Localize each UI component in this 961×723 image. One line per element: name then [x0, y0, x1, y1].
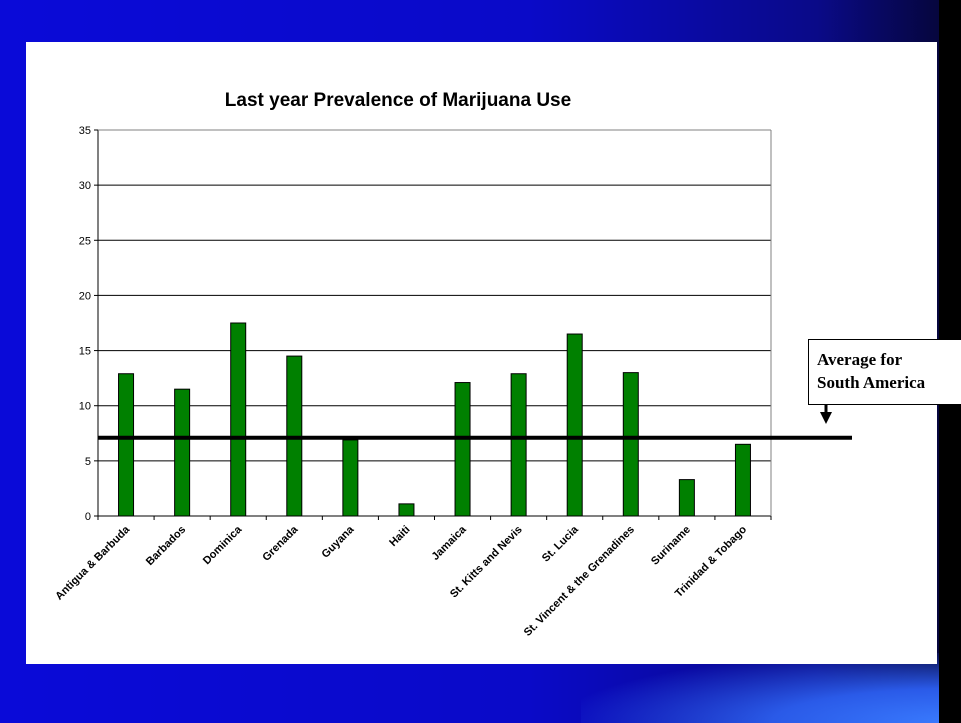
y-tick-label: 35 [79, 125, 91, 137]
bar [174, 388, 191, 517]
y-tick-label: 20 [79, 290, 91, 302]
bar [454, 382, 471, 517]
bar [342, 439, 359, 517]
average-annotation-line1: Average for [817, 350, 903, 369]
x-category-label: Guyana [319, 523, 357, 561]
reference-layer [98, 378, 852, 440]
axes [94, 129, 772, 520]
bar [118, 373, 135, 517]
x-category-label: St. Lucia [540, 523, 582, 565]
x-category-label: Dominica [201, 523, 245, 567]
x-category-label: Suriname [649, 524, 693, 568]
y-tick-label: 30 [79, 180, 91, 192]
bar [622, 372, 639, 517]
bar [230, 322, 247, 517]
down-arrow-icon [820, 412, 832, 424]
x-category-label: Grenada [260, 523, 301, 564]
bar [510, 373, 527, 517]
axis-labels: 0 5 10 15 20 25 30 35 Antigua & Barbuda Barbados D… [53, 125, 749, 639]
chart-panel: Last year Prevalence of Marijuana Use 0 5… [26, 42, 961, 664]
x-category-label: Jamaica [429, 523, 469, 563]
y-tick-label: 0 [85, 511, 91, 523]
gridlines [98, 129, 771, 462]
y-tick-label: 5 [85, 456, 91, 468]
bar-chart: Last year Prevalence of Marijuana Use 0 5… [53, 90, 852, 639]
y-tick-label: 15 [79, 346, 91, 358]
slide-background-swoosh [581, 653, 961, 723]
bars [118, 322, 751, 517]
bar [398, 503, 415, 517]
x-category-label: Antigua & Barbuda [53, 523, 133, 603]
x-category-label: Haiti [387, 524, 412, 549]
average-annotation-box: Average for South America [808, 339, 961, 405]
y-tick-label: 25 [79, 235, 91, 247]
average-annotation-line2: South America [817, 373, 926, 392]
x-category-label: Barbados [144, 524, 188, 568]
bar [566, 333, 583, 517]
y-tick-label: 10 [79, 401, 91, 413]
bar [678, 479, 695, 517]
chart-title: Last year Prevalence of Marijuana Use [225, 90, 571, 111]
bar [734, 443, 751, 517]
x-category-label: St. Vincent & the Grenadines [522, 524, 637, 639]
